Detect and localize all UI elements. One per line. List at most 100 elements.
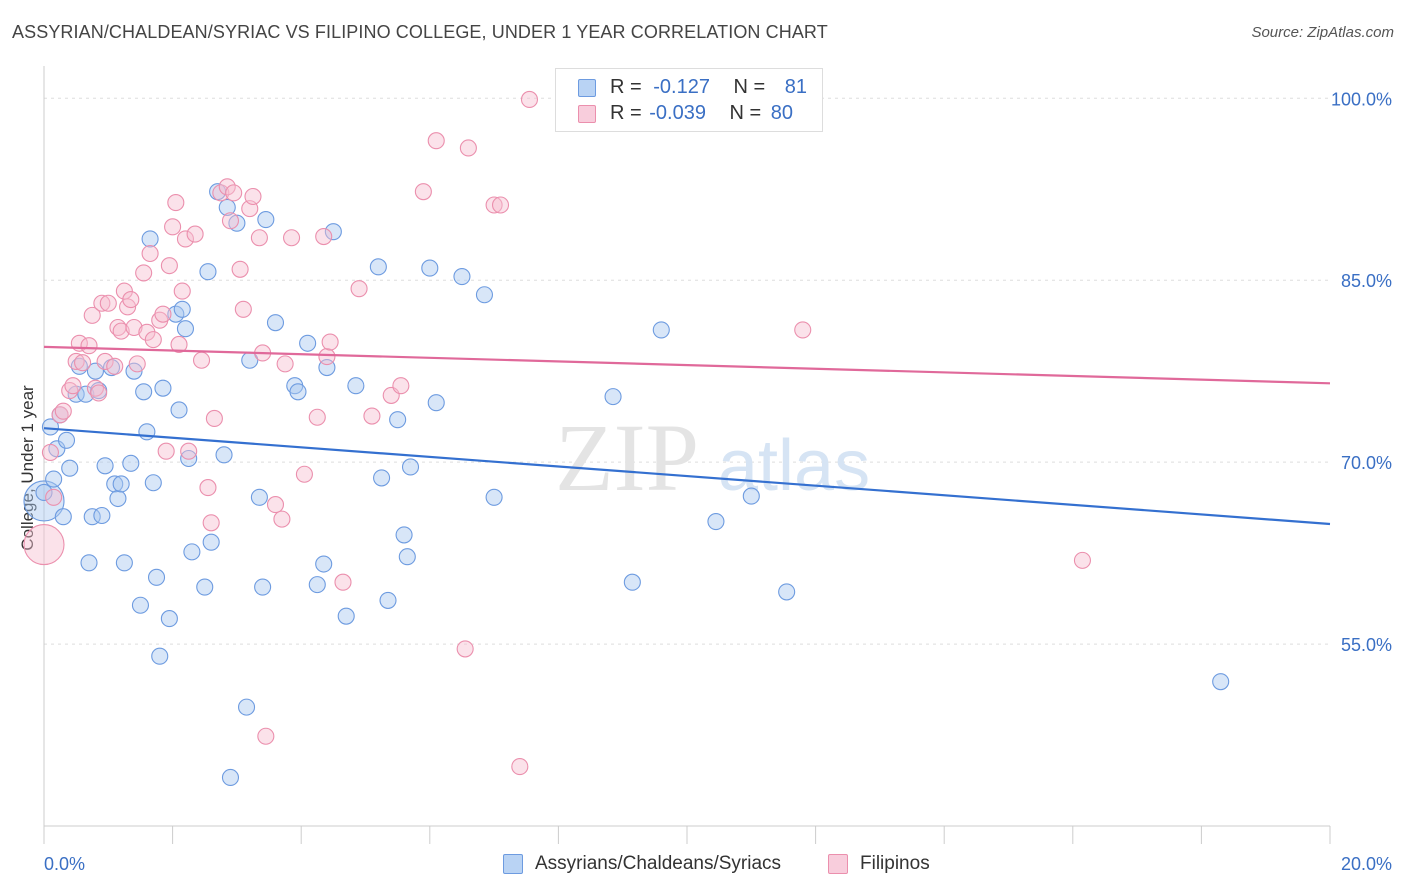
n-value: 81 xyxy=(784,76,808,98)
point-filipinos xyxy=(61,382,79,400)
point-assyrians xyxy=(373,469,391,487)
point-assyrians xyxy=(131,596,149,614)
point-filipinos xyxy=(199,479,217,497)
point-assyrians xyxy=(347,377,365,395)
point-assyrians xyxy=(112,475,130,493)
point-assyrians xyxy=(707,513,725,531)
point-assyrians xyxy=(115,554,133,572)
point-filipinos xyxy=(93,294,111,312)
point-filipinos xyxy=(180,442,198,460)
point-assyrians xyxy=(106,475,124,493)
point-filipinos xyxy=(308,408,326,426)
point-assyrians xyxy=(778,583,796,601)
point-filipinos xyxy=(154,305,172,323)
point-assyrians xyxy=(218,198,236,216)
point-filipinos xyxy=(273,510,291,528)
point-filipinos xyxy=(392,377,410,395)
point-filipinos xyxy=(86,379,104,397)
point-filipinos xyxy=(221,212,240,230)
point-assyrians xyxy=(398,548,416,566)
point-filipinos xyxy=(363,407,381,425)
point-filipinos xyxy=(511,758,529,776)
point-assyrians xyxy=(45,470,63,488)
point-filipinos xyxy=(234,300,252,318)
point-filipinos xyxy=(212,184,230,202)
point-assyrians xyxy=(138,423,156,441)
n-value: 80 xyxy=(770,102,794,124)
point-assyrians xyxy=(151,647,169,665)
point-assyrians xyxy=(176,320,195,338)
point-assyrians xyxy=(257,210,275,229)
point-filipinos xyxy=(90,384,108,402)
point-filipinos xyxy=(202,514,220,532)
point-filipinos xyxy=(54,402,72,420)
point-assyrians xyxy=(652,321,670,339)
point-assyrians xyxy=(254,578,272,596)
point-filipinos xyxy=(135,264,153,282)
point-filipinos xyxy=(67,352,85,371)
point-filipinos xyxy=(167,194,185,212)
n-label: N = xyxy=(729,102,762,124)
point-assyrians xyxy=(173,300,191,318)
point-filipinos xyxy=(106,357,124,375)
point-filipinos xyxy=(23,524,65,566)
point-filipinos xyxy=(491,196,510,214)
point-filipinos xyxy=(1073,551,1091,569)
point-filipinos xyxy=(250,229,268,247)
point-assyrians xyxy=(337,607,355,625)
point-filipinos xyxy=(160,257,178,275)
point-assyrians xyxy=(61,459,79,477)
point-assyrians xyxy=(109,489,127,508)
point-assyrians xyxy=(421,259,439,277)
point-filipinos xyxy=(266,496,285,514)
point-assyrians xyxy=(324,223,342,241)
point-assyrians xyxy=(170,401,188,419)
point-assyrians xyxy=(1212,673,1230,691)
r-value: -0.127 xyxy=(653,76,710,98)
point-assyrians xyxy=(221,768,240,787)
point-filipinos xyxy=(64,377,82,395)
r-label: R = xyxy=(610,102,642,124)
point-filipinos xyxy=(80,337,98,355)
point-assyrians xyxy=(80,554,98,572)
point-filipinos xyxy=(74,354,92,372)
point-assyrians xyxy=(77,385,95,403)
legend-label-assyrians: Assyrians/Chaldeans/Syriacs xyxy=(535,853,782,874)
point-assyrians xyxy=(96,457,114,475)
point-assyrians xyxy=(250,488,268,506)
point-assyrians xyxy=(315,555,333,573)
point-assyrians xyxy=(604,388,622,406)
point-assyrians xyxy=(308,576,326,594)
point-assyrians xyxy=(54,508,72,526)
point-filipinos xyxy=(192,351,211,369)
watermark-zip: ZIP xyxy=(555,404,699,511)
point-assyrians xyxy=(154,379,172,397)
watermark-atlas: atlas xyxy=(718,426,870,506)
point-assyrians xyxy=(135,383,153,401)
chart-title: ASSYRIAN/CHALDEAN/SYRIAC VS FILIPINO COL… xyxy=(12,22,828,42)
x-tick-label: 0.0% xyxy=(44,854,85,874)
point-filipinos xyxy=(225,184,243,202)
point-assyrians xyxy=(199,263,217,281)
point-assyrians xyxy=(196,578,214,596)
point-filipinos xyxy=(318,348,336,366)
correlation-legend: R = -0.127 N = 81 R = -0.039 N = 80 xyxy=(555,68,823,132)
point-assyrians xyxy=(299,334,317,352)
point-filipinos xyxy=(485,196,503,214)
point-assyrians xyxy=(475,286,494,304)
point-assyrians xyxy=(485,488,503,506)
r-value: -0.039 xyxy=(649,102,706,124)
point-filipinos xyxy=(794,321,812,339)
trend-line-filipinos xyxy=(43,345,1331,385)
point-assyrians xyxy=(237,698,256,716)
point-filipinos xyxy=(456,640,474,658)
point-filipinos xyxy=(112,322,130,340)
legend-swatch-blue xyxy=(578,79,596,97)
y-tick-label: 70.0% xyxy=(1341,453,1392,473)
point-filipinos xyxy=(427,132,445,150)
point-assyrians xyxy=(122,454,140,472)
point-filipinos xyxy=(295,465,313,483)
point-assyrians xyxy=(401,458,420,476)
point-assyrians xyxy=(395,526,413,544)
